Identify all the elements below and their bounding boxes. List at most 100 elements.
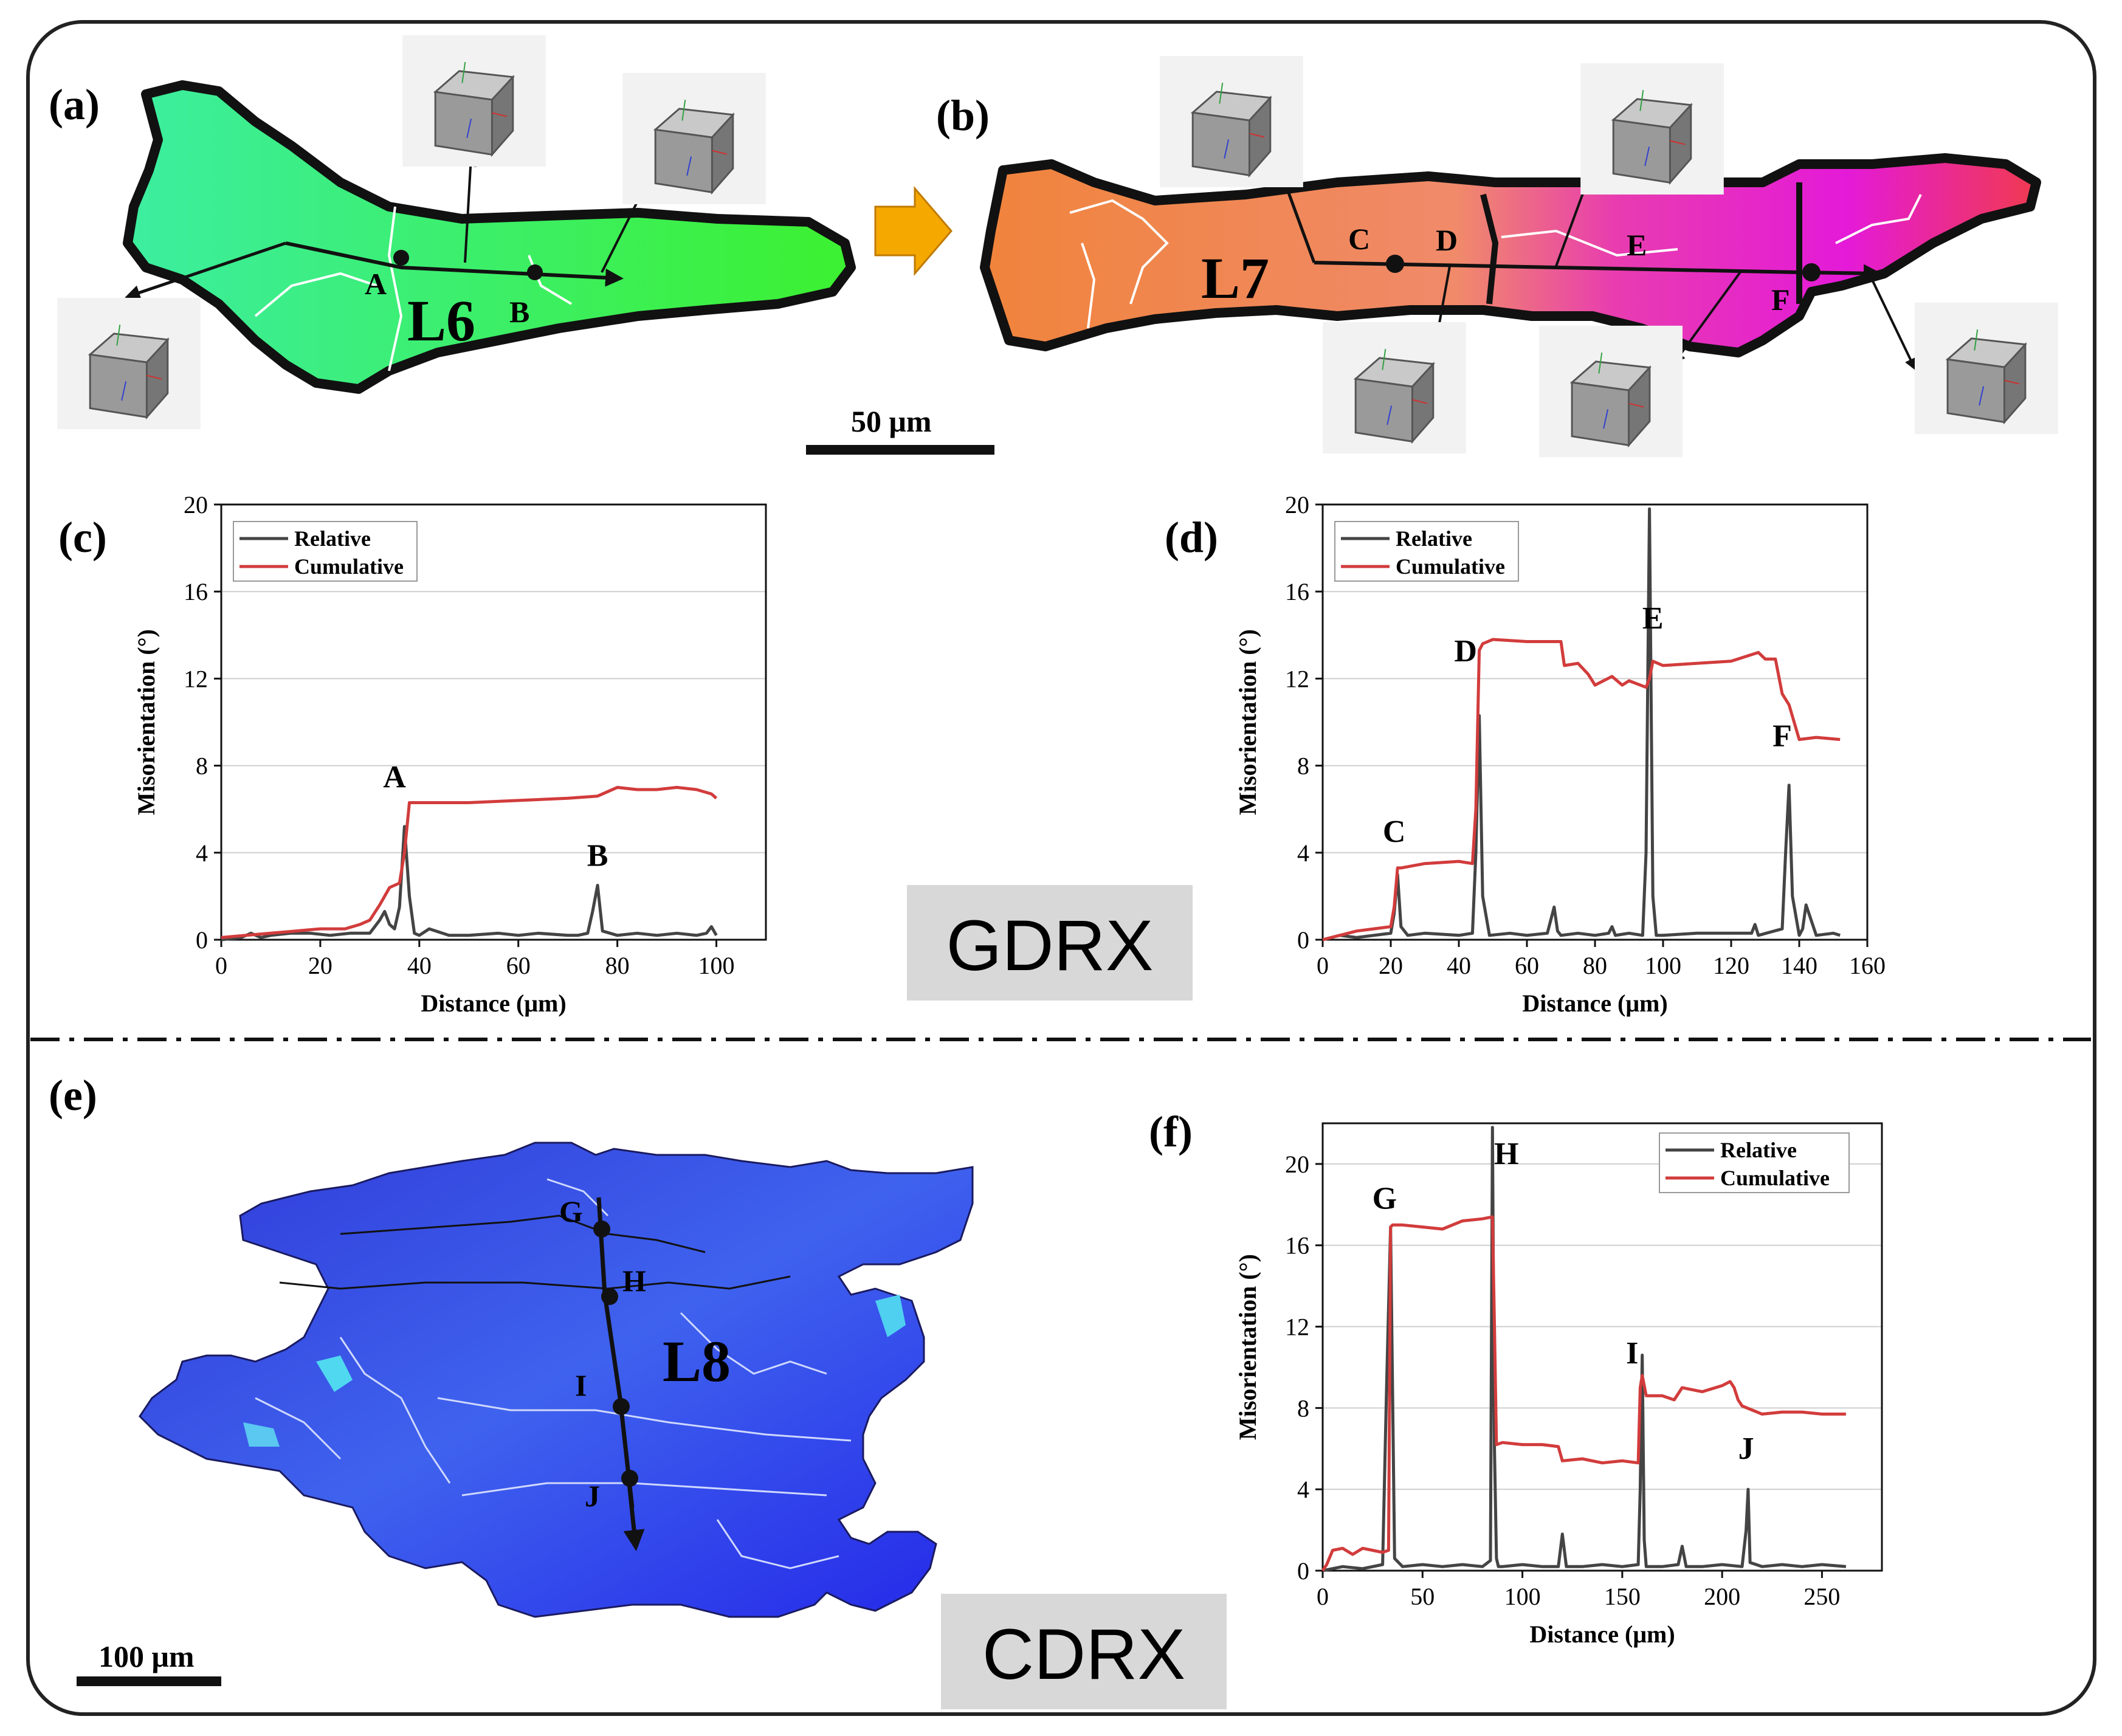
panel-label-b: (b) <box>936 91 990 140</box>
legend-label: Relative <box>1396 526 1472 551</box>
y-axis-title: Misorientation (°) <box>1234 1254 1261 1440</box>
x-tick-label: 80 <box>1583 952 1607 979</box>
y-axis-title: Misorientation (°) <box>1234 629 1261 815</box>
y-tick-label: 4 <box>1297 1476 1309 1503</box>
mechanism-box-cdrx: CDRX <box>941 1594 1227 1709</box>
mechanism-label-cdrx: CDRX <box>982 1614 1185 1695</box>
grain-map-e: G H I J L8 <box>139 1142 974 1618</box>
y-tick-label: 8 <box>1297 1394 1309 1422</box>
y-tick-label: 4 <box>196 839 208 867</box>
x-tick-label: 250 <box>1803 1583 1840 1610</box>
grain-label-L8: L8 <box>663 1329 731 1394</box>
peak-label: G <box>1373 1182 1397 1216</box>
y-tick-label: 20 <box>1285 1151 1309 1178</box>
y-tick-label: 12 <box>1285 665 1309 692</box>
grain-map-a: A B L6 <box>57 35 856 429</box>
x-tick-label: 50 <box>1410 1583 1435 1610</box>
chart-c: 0 20 40 60 80 100 0 4 8 12 16 20 Distance (μm) Misori… <box>133 491 767 1017</box>
legend-box <box>1334 521 1519 582</box>
crystal-cube-icon <box>1580 63 1724 195</box>
y-tick-label: 20 <box>1285 491 1309 518</box>
legend-label: Cumulative <box>1720 1166 1830 1190</box>
series-line-cumulative <box>1321 1215 1846 1572</box>
transition-arrow-icon <box>874 185 952 277</box>
map-point-C: C <box>1348 222 1370 256</box>
x-tick-label: 20 <box>308 952 332 979</box>
x-tick-label: 120 <box>1713 952 1749 979</box>
legend-label: Cumulative <box>294 554 404 579</box>
plot-frame <box>220 503 767 941</box>
chart-d: 0 20 40 60 80 100 120 140 160 0 4 8 12 16 20 Distance (… <box>1234 491 1886 1017</box>
x-tick-label: 150 <box>1604 1583 1641 1610</box>
crystal-cube-icon <box>57 298 201 429</box>
peak-label: F <box>1772 718 1792 753</box>
y-tick-label: 16 <box>1285 578 1309 605</box>
y-axis-title: Misorientation (°) <box>133 629 160 815</box>
peak-label: E <box>1642 601 1664 636</box>
x-axis-title: Distance (μm) <box>1529 1621 1675 1648</box>
scale-bar-e: 100 μm <box>77 1639 221 1686</box>
map-point-I: I <box>575 1368 587 1402</box>
map-point-J: J <box>585 1479 600 1513</box>
scale-bar-ab: 50 μm <box>806 404 994 455</box>
series-line-relative <box>221 825 718 942</box>
y-tick-label: 12 <box>184 665 208 692</box>
y-tick-label: 0 <box>1297 926 1309 954</box>
panel-label-a: (a) <box>49 80 100 129</box>
y-tick-label: 4 <box>1297 839 1309 867</box>
y-tick-label: 8 <box>196 753 208 780</box>
x-tick-label: 200 <box>1704 1583 1740 1610</box>
panel-label-d: (d) <box>1165 513 1218 562</box>
peak-label: H <box>1494 1137 1518 1171</box>
map-point-B: B <box>509 295 529 329</box>
y-tick-label: 20 <box>184 491 208 518</box>
legend-label: Cumulative <box>1396 554 1505 579</box>
grain-label-L7: L7 <box>1201 246 1269 311</box>
peak-label: B <box>587 838 608 873</box>
legend-label: Relative <box>1720 1138 1797 1162</box>
map-point-D: D <box>1436 223 1458 257</box>
map-point-G: G <box>559 1194 583 1228</box>
plot-frame <box>1321 1122 1883 1572</box>
crystal-cube-icon <box>622 73 766 204</box>
map-point-E: E <box>1627 228 1647 262</box>
x-tick-label: 100 <box>698 952 735 979</box>
map-point-F: F <box>1771 283 1790 317</box>
peak-label: C <box>1383 815 1406 849</box>
x-tick-label: 100 <box>1504 1583 1541 1610</box>
y-tick-label: 0 <box>1297 1557 1309 1585</box>
panel-label-f: (f) <box>1149 1107 1193 1156</box>
crystal-cube-icon <box>1539 325 1683 458</box>
x-tick-label: 100 <box>1645 952 1681 979</box>
y-tick-label: 12 <box>1285 1314 1309 1341</box>
x-axis-title: Distance (μm) <box>1522 990 1667 1017</box>
x-tick-label: 0 <box>1317 1583 1329 1610</box>
legend-box <box>1659 1132 1850 1193</box>
crystal-cube-icon <box>1160 56 1303 187</box>
peak-label: J <box>1738 1431 1754 1466</box>
chart-f: 0 50 100 150 200 250 0 4 8 12 16 20 Distance (μm) Mis… <box>1234 1122 1883 1648</box>
legend-label: Relative <box>294 526 371 551</box>
x-tick-label: 0 <box>1317 952 1329 979</box>
peak-label: I <box>1626 1336 1638 1371</box>
y-tick-label: 16 <box>1285 1232 1309 1259</box>
peak-label: A <box>383 760 406 794</box>
map-point-H: H <box>622 1264 646 1298</box>
legend-box <box>233 521 418 582</box>
crystal-cube-icon <box>1323 322 1466 453</box>
x-tick-label: 0 <box>215 952 227 979</box>
series-line-cumulative <box>1322 638 1841 942</box>
series-line-relative <box>1322 507 1841 942</box>
map-point-A: A <box>365 267 387 301</box>
x-tick-label: 40 <box>407 952 432 979</box>
scale-bar-label: 100 μm <box>98 1639 195 1673</box>
x-tick-label: 20 <box>1379 952 1403 979</box>
x-tick-label: 60 <box>1515 952 1539 979</box>
x-tick-label: 60 <box>506 952 531 979</box>
grain-map-b: C D E F L7 <box>980 56 2058 458</box>
scale-bar-label: 50 μm <box>851 404 932 438</box>
mechanism-box-gdrx: GDRX <box>907 885 1193 1001</box>
series-line-relative <box>1322 1126 1847 1572</box>
x-axis-title: Distance (μm) <box>421 990 566 1017</box>
x-tick-label: 80 <box>605 952 630 979</box>
